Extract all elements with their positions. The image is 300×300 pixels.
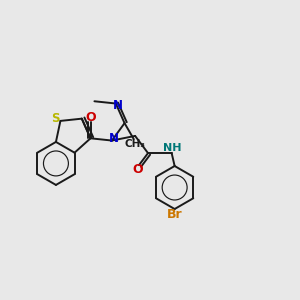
Text: N: N: [109, 132, 119, 145]
Text: NH: NH: [163, 143, 182, 153]
Text: N: N: [113, 99, 123, 112]
Text: O: O: [132, 164, 143, 176]
Text: S: S: [51, 112, 59, 125]
Text: Br: Br: [167, 208, 182, 221]
Text: CH₃: CH₃: [125, 140, 146, 149]
Text: O: O: [85, 111, 96, 124]
